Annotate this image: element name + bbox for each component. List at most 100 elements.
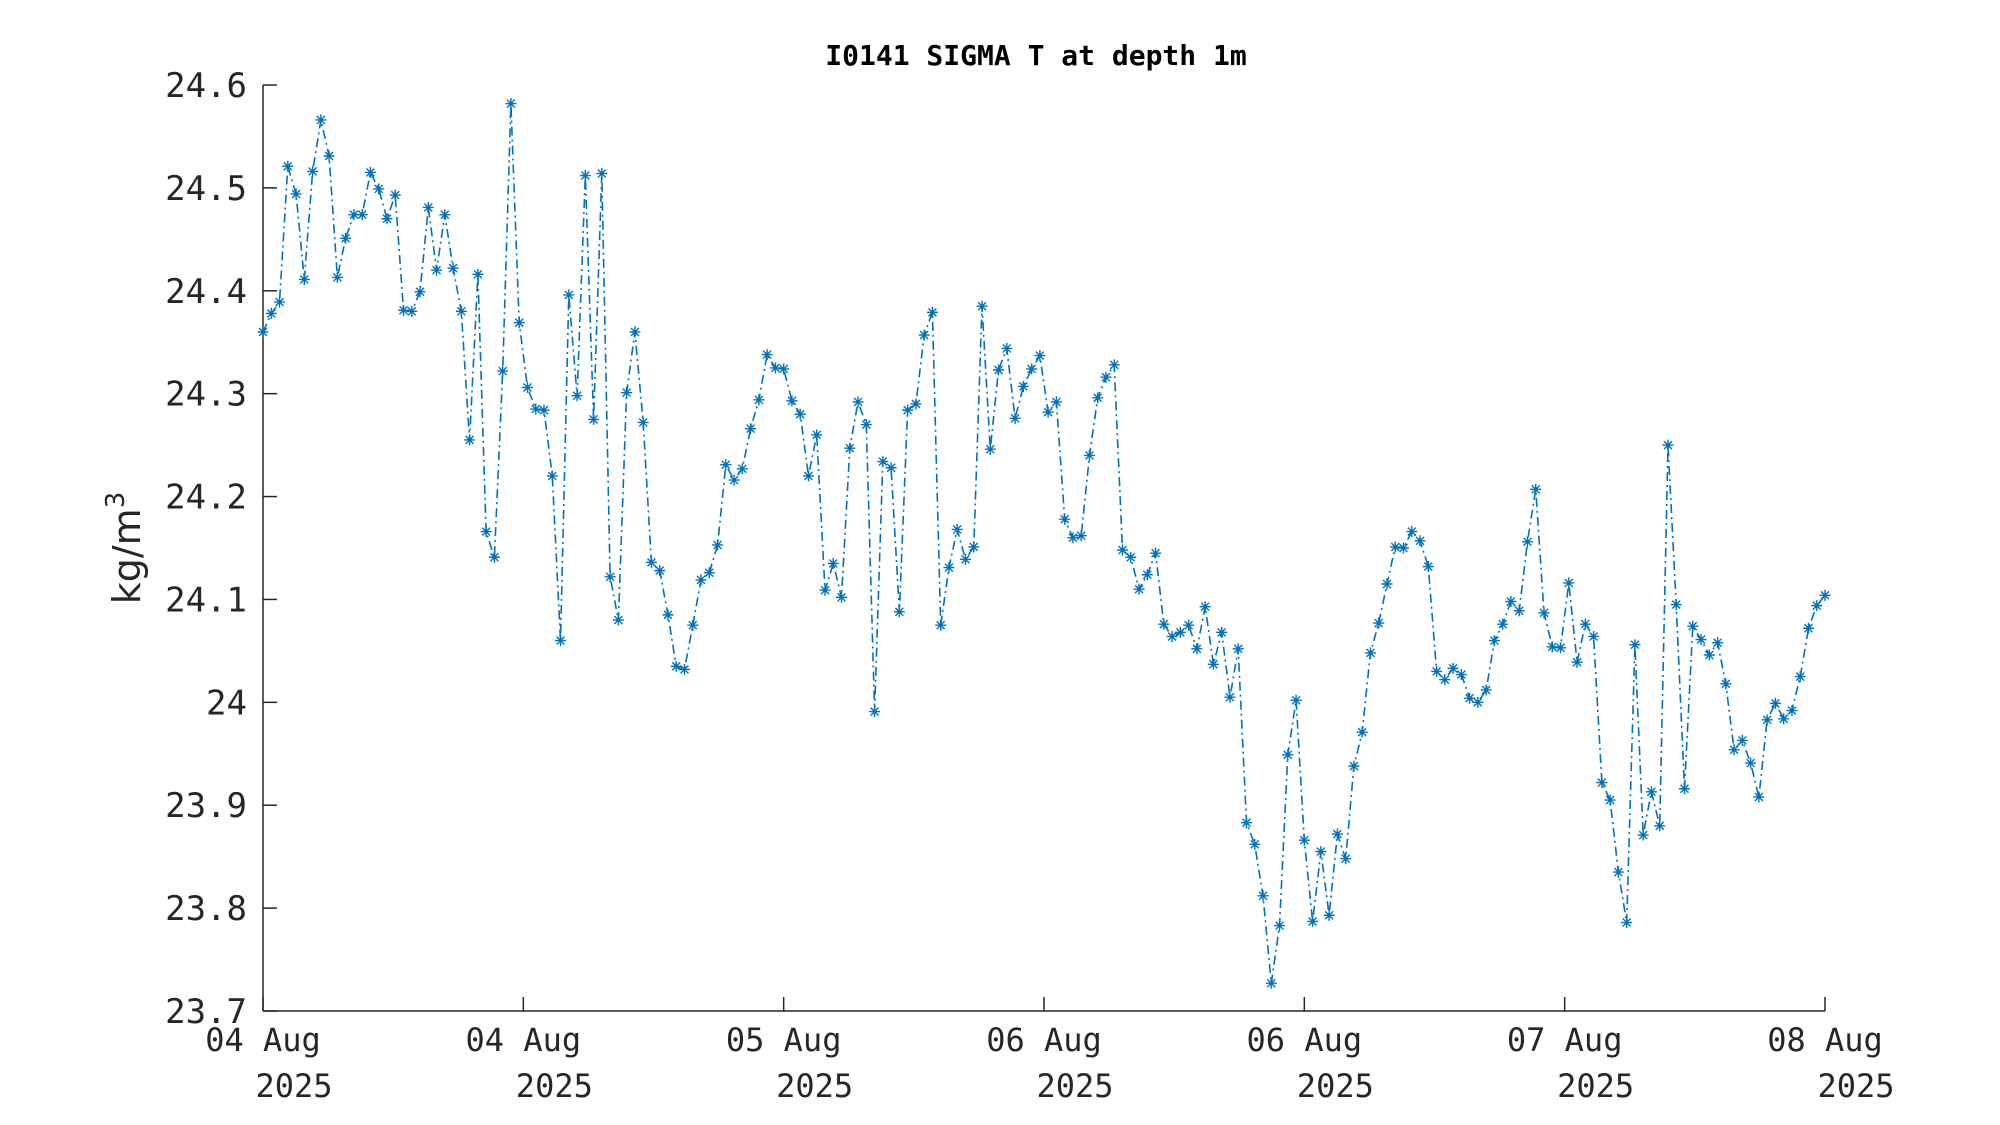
data-point (976, 300, 988, 312)
data-point (323, 150, 335, 162)
data-point (753, 394, 765, 406)
data-point (1249, 838, 1261, 850)
data-point (373, 183, 385, 195)
data-point (274, 296, 286, 308)
data-point (1232, 643, 1244, 655)
data-point (1034, 350, 1046, 362)
data-point (364, 166, 376, 178)
data-point (802, 470, 814, 482)
x-tick-label-year: 2025 (255, 1067, 332, 1105)
data-point (596, 167, 608, 179)
chart-title: I0141 SIGMA T at depth 1m (825, 39, 1246, 72)
data-point (687, 619, 699, 631)
data-point (1257, 890, 1269, 902)
data-point (621, 387, 633, 399)
data-point (1794, 671, 1806, 683)
data-point (1216, 626, 1228, 638)
x-tick-label-year: 2025 (1297, 1067, 1374, 1105)
data-point (521, 381, 533, 393)
data-markers (257, 98, 1831, 989)
data-point (769, 362, 781, 374)
y-axis-label-text: kg/m (105, 508, 149, 604)
data-point (265, 307, 277, 319)
data-point (1067, 532, 1079, 544)
data-point (1654, 820, 1666, 832)
series-line (262, 103, 1826, 984)
data-point (1712, 637, 1724, 649)
data-point (1546, 641, 1558, 653)
data-point (1538, 607, 1550, 619)
data-point (1819, 589, 1831, 601)
data-point (1439, 674, 1451, 686)
data-point (1769, 697, 1781, 709)
data-point (778, 363, 790, 375)
data-point (893, 606, 905, 618)
data-point (869, 706, 881, 718)
data-point (1290, 694, 1302, 706)
data-point (943, 562, 955, 574)
x-tick-label-date: 05 Aug (726, 1021, 842, 1059)
data-point (381, 213, 393, 225)
data-point (1017, 380, 1029, 392)
data-point (720, 459, 732, 471)
data-point (530, 403, 542, 415)
data-point (844, 442, 856, 454)
data-point (794, 408, 806, 420)
data-point (1406, 526, 1418, 538)
y-tick-label: 23.7 (165, 992, 247, 1032)
data-point (307, 165, 319, 177)
y-tick-label: 24.4 (165, 272, 247, 312)
data-point (1166, 630, 1178, 642)
data-point (414, 286, 426, 298)
data-point (984, 443, 996, 455)
data-point (1026, 363, 1038, 375)
data-point (1373, 617, 1385, 629)
data-point (546, 470, 558, 482)
data-point (488, 551, 500, 563)
data-point (1579, 618, 1591, 630)
data-point (877, 456, 889, 468)
data-point (695, 574, 707, 586)
y-tick-label: 24.2 (165, 478, 247, 518)
data-point (1331, 828, 1343, 840)
data-point (1645, 786, 1657, 798)
data-point (1009, 412, 1021, 424)
data-point (1050, 396, 1062, 408)
data-point (505, 98, 517, 110)
data-point (1778, 713, 1790, 725)
data-point (712, 539, 724, 551)
data-point (1199, 601, 1211, 613)
data-point (1307, 915, 1319, 927)
data-point (340, 232, 352, 244)
data-point (331, 271, 343, 283)
data-point (1505, 596, 1517, 608)
data-point (298, 273, 310, 285)
data-point (827, 557, 839, 569)
data-point (1083, 449, 1095, 461)
data-point (1059, 513, 1071, 525)
data-point (1133, 583, 1145, 595)
data-point (1125, 551, 1137, 563)
data-point (1555, 642, 1567, 654)
data-point (406, 305, 418, 317)
data-point (1117, 544, 1129, 556)
data-point (1174, 626, 1186, 638)
data-point (1604, 794, 1616, 806)
data-point (910, 398, 922, 410)
data-point (1761, 714, 1773, 726)
data-point (604, 571, 616, 583)
data-point (1464, 692, 1476, 704)
data-point (836, 591, 848, 603)
data-point (959, 553, 971, 565)
data-point (1736, 734, 1748, 746)
y-tick-label: 23.9 (165, 786, 247, 826)
x-tick-label-date: 06 Aug (986, 1021, 1102, 1059)
data-point (1431, 665, 1443, 677)
y-axis-label: kg/m3 (101, 492, 149, 605)
data-point (1513, 605, 1525, 617)
y-tick-label: 24 (206, 683, 247, 723)
data-point (1381, 578, 1393, 590)
data-point (1414, 535, 1426, 547)
data-point (1596, 777, 1608, 789)
data-point (1282, 749, 1294, 761)
